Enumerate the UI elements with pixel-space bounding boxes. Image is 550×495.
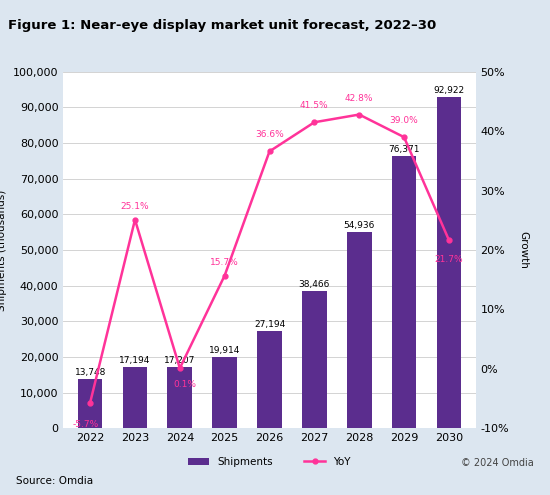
Y-axis label: Shipments (thousands): Shipments (thousands) [0,190,7,310]
Bar [257,331,282,428]
Text: -5.7%: -5.7% [73,420,99,429]
Text: 13,748: 13,748 [74,368,106,377]
Legend: Shipments, YoY: Shipments, YoY [184,453,355,471]
Text: 54,936: 54,936 [344,221,375,230]
Bar [302,291,327,428]
Bar [168,367,192,428]
Bar [347,232,371,428]
Bar [392,156,416,428]
Text: 76,371: 76,371 [388,145,420,154]
Text: 27,194: 27,194 [254,320,285,329]
Bar [123,367,147,428]
Y-axis label: Growth: Growth [519,231,529,269]
Text: 92,922: 92,922 [433,86,464,95]
Bar [212,357,237,428]
Text: 38,466: 38,466 [299,280,330,289]
Text: 17,207: 17,207 [164,356,195,365]
Bar [78,379,102,428]
Text: 17,194: 17,194 [119,356,151,365]
Text: © 2024 Omdia: © 2024 Omdia [461,458,534,468]
Text: 42.8%: 42.8% [345,94,373,102]
Text: 21.7%: 21.7% [434,254,463,264]
Text: 19,914: 19,914 [209,346,240,355]
Text: 36.6%: 36.6% [255,131,284,140]
Text: 15.7%: 15.7% [210,257,239,267]
Text: Figure 1: Near-eye display market unit forecast, 2022–30: Figure 1: Near-eye display market unit f… [8,19,437,33]
Text: 41.5%: 41.5% [300,101,329,110]
Text: Source: Omdia: Source: Omdia [16,476,94,486]
Bar [437,97,461,428]
Text: 25.1%: 25.1% [120,202,149,211]
Text: 0.1%: 0.1% [174,380,197,389]
Text: 39.0%: 39.0% [389,116,419,125]
